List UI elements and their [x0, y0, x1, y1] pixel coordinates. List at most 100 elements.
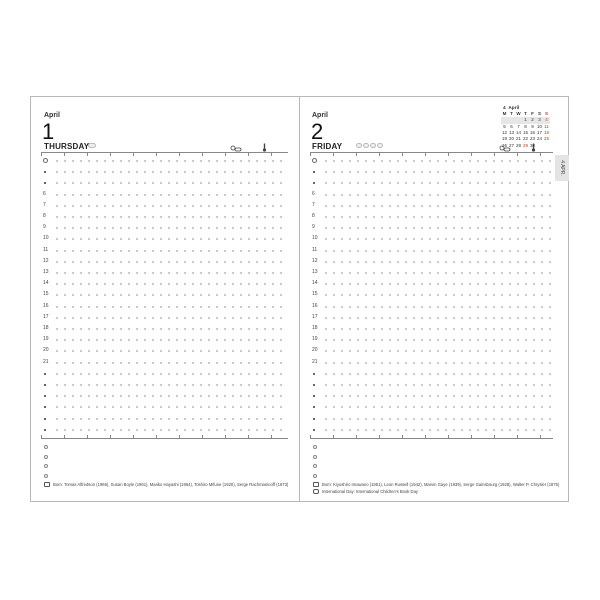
left-hour-row[interactable]: 9	[41, 224, 288, 233]
calendar-day[interactable]: 10	[536, 123, 542, 129]
dotted-guide	[53, 305, 286, 308]
left-hour-row[interactable]: 13	[41, 269, 288, 278]
left-hour-row[interactable]: 16	[41, 303, 288, 312]
calendar-day[interactable]: 14	[515, 130, 521, 136]
left-todo-checkbox[interactable]	[44, 455, 48, 459]
left-hour-row[interactable]	[41, 404, 288, 412]
right-todo-checkbox[interactable]	[313, 474, 317, 478]
left-hour-row[interactable]: 6	[41, 191, 288, 200]
left-bottom-rule	[41, 438, 288, 439]
calendar-day[interactable]: 4	[543, 117, 550, 124]
calendar-day[interactable]: 29	[522, 142, 528, 148]
right-hour-row[interactable]	[310, 393, 553, 401]
right-todo-checkbox[interactable]	[313, 445, 317, 449]
right-hour-row[interactable]: 9	[310, 224, 553, 233]
calendar-day[interactable]: 2	[529, 117, 536, 124]
right-hour-row[interactable]: 7	[310, 201, 553, 211]
left-hour-row[interactable]: 15	[41, 291, 288, 300]
left-hour-row[interactable]: 17	[41, 314, 288, 323]
right-hour-row[interactable]: 13	[310, 269, 553, 278]
left-hour-row[interactable]	[41, 393, 288, 401]
left-hour-row[interactable]	[41, 382, 288, 390]
calendar-day[interactable]: 3	[536, 117, 543, 124]
calendar-day[interactable]: 13	[508, 130, 514, 136]
month-index-tab-label: 4 APR.	[559, 160, 565, 176]
calendar-day[interactable]: 25	[543, 136, 549, 142]
calendar-day[interactable]: 11	[544, 123, 549, 129]
left-todo-checkbox[interactable]	[44, 445, 48, 449]
right-hour-row[interactable]: 14	[310, 280, 553, 289]
calendar-day[interactable]: 8	[524, 123, 527, 129]
left-hour-row[interactable]: 11	[41, 247, 288, 256]
left-hour-row[interactable]	[41, 158, 288, 166]
left-hour-row[interactable]	[41, 180, 288, 188]
right-hour-row[interactable]	[310, 427, 553, 435]
calendar-day[interactable]: 21	[515, 136, 521, 142]
calendar-day[interactable]: 6	[510, 123, 513, 129]
calendar-day[interactable]: 16	[529, 130, 535, 136]
right-hour-row[interactable]: 17	[310, 314, 553, 323]
calendar-day[interactable]: 15	[522, 130, 528, 136]
calendar-day[interactable]: 9	[531, 123, 534, 129]
right-hour-row[interactable]: 11	[310, 247, 553, 256]
left-hour-row[interactable]: 21	[41, 359, 288, 368]
right-hour-row[interactable]	[310, 416, 553, 424]
left-hour-row[interactable]: 19	[41, 336, 288, 345]
dotted-guide	[322, 328, 551, 330]
calendar-day[interactable]: 30	[529, 142, 535, 148]
right-hour-row[interactable]: 15	[310, 291, 553, 300]
row-bullet	[313, 417, 315, 420]
left-hour-row[interactable]: 7	[41, 202, 288, 211]
left-todo-checkbox[interactable]	[44, 474, 48, 478]
hour-label: 7	[312, 201, 315, 208]
calendar-day[interactable]: 27	[508, 142, 514, 148]
calendar-day[interactable]: 17	[536, 130, 542, 136]
calendar-day[interactable]: 1	[522, 117, 529, 124]
right-hour-row[interactable]: 6	[310, 191, 553, 200]
calendar-day[interactable]: 12	[501, 130, 507, 136]
dotted-guide	[322, 384, 551, 386]
calendar-day[interactable]: 26	[501, 142, 507, 148]
dotted-guide	[53, 193, 286, 196]
left-hour-row[interactable]: 8	[41, 213, 288, 222]
right-hour-row[interactable]: 8	[310, 213, 553, 222]
right-hour-row[interactable]	[310, 404, 553, 412]
month-index-tab[interactable]: 4 APR.	[555, 155, 569, 181]
right-hour-row[interactable]: 10	[310, 235, 553, 244]
left-hour-row[interactable]	[41, 169, 288, 177]
calendar-day[interactable]: 7	[517, 123, 520, 129]
calendar-day[interactable]: 19	[501, 136, 507, 142]
left-hour-row[interactable]: 12	[41, 258, 288, 267]
calendar-day[interactable]: 24	[536, 136, 542, 142]
right-hour-row[interactable]	[310, 158, 553, 166]
hour-label: 12	[312, 257, 318, 264]
calendar-day[interactable]: 23	[529, 136, 535, 142]
right-hour-row[interactable]	[310, 382, 553, 390]
calendar-day[interactable]: 28	[515, 142, 521, 148]
left-hour-row[interactable]: 10	[41, 235, 288, 244]
right-day-number: 2	[311, 119, 324, 144]
left-hour-row[interactable]: 20	[41, 347, 288, 356]
left-hour-row[interactable]: 18	[41, 325, 288, 334]
right-hour-row[interactable]: 18	[310, 325, 553, 334]
right-hour-row[interactable]: 19	[310, 336, 553, 345]
left-hour-row[interactable]: 14	[41, 280, 288, 289]
left-hour-row[interactable]	[41, 416, 288, 424]
right-hour-row[interactable]: 20	[310, 347, 553, 356]
calendar-day[interactable]: 20	[508, 136, 514, 142]
right-hour-row[interactable]: 21	[310, 359, 553, 368]
right-hour-row[interactable]	[310, 180, 553, 188]
right-hour-row[interactable]	[310, 371, 553, 379]
right-hour-row[interactable]: 12	[310, 257, 553, 267]
left-hour-row[interactable]	[41, 427, 288, 435]
right-todo-checkbox[interactable]	[313, 464, 317, 468]
left-hour-row[interactable]	[41, 371, 288, 379]
dotted-guide	[322, 372, 551, 375]
calendar-day[interactable]: 18	[543, 130, 549, 136]
calendar-day[interactable]: 5	[503, 123, 506, 129]
calendar-day[interactable]: 22	[522, 136, 528, 142]
right-hour-row[interactable]: 16	[310, 303, 553, 312]
left-todo-checkbox[interactable]	[44, 464, 48, 468]
right-hour-row[interactable]	[310, 169, 553, 177]
right-todo-checkbox[interactable]	[313, 455, 317, 459]
